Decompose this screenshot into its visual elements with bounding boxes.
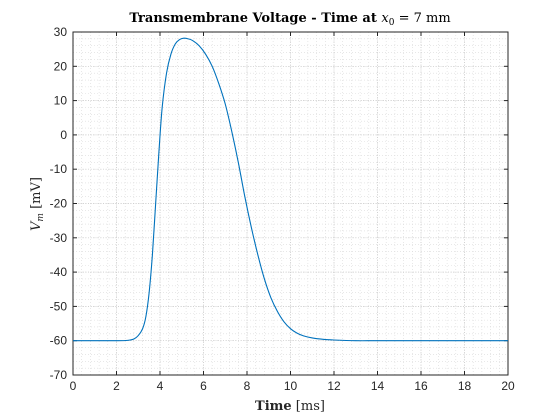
y-tick-label: -30	[50, 231, 68, 245]
x-tick-label: 8	[244, 379, 251, 393]
y-axis-label: Vm [mV]	[29, 177, 46, 231]
x-tick-label: 14	[371, 379, 385, 393]
x-tick-label: 6	[200, 379, 207, 393]
y-tick-label: 20	[54, 59, 68, 73]
y-tick-label: 10	[54, 94, 68, 108]
x-tick-label: 20	[501, 379, 515, 393]
y-tick-label: -50	[50, 299, 68, 313]
y-tick-label: -10	[50, 162, 68, 176]
x-tick-label: 16	[414, 379, 428, 393]
x-tick-label: 4	[157, 379, 164, 393]
chart-title: Transmembrane Voltage - Time at x0 = 7 m…	[129, 11, 450, 28]
y-tick-label: 0	[60, 128, 67, 142]
y-tick-label: 30	[54, 25, 68, 39]
y-tick-label: -40	[50, 265, 68, 279]
x-tick-label: 2	[113, 379, 120, 393]
x-tick-label: 18	[458, 379, 472, 393]
plot-area: 0 2 4 6 8 10 12 14 16 18 20 30 20 10 0 -10 -20 -30 -40 -50…	[50, 25, 515, 393]
x-tick-label: 10	[284, 379, 298, 393]
x-tick-label: 12	[327, 379, 341, 393]
y-tick-label: -60	[50, 334, 68, 348]
x-axis-label: Time [ms]	[255, 399, 325, 414]
y-tick-label: -70	[50, 368, 68, 382]
y-tick-label: -20	[50, 197, 68, 211]
x-tick-label: 0	[70, 379, 77, 393]
